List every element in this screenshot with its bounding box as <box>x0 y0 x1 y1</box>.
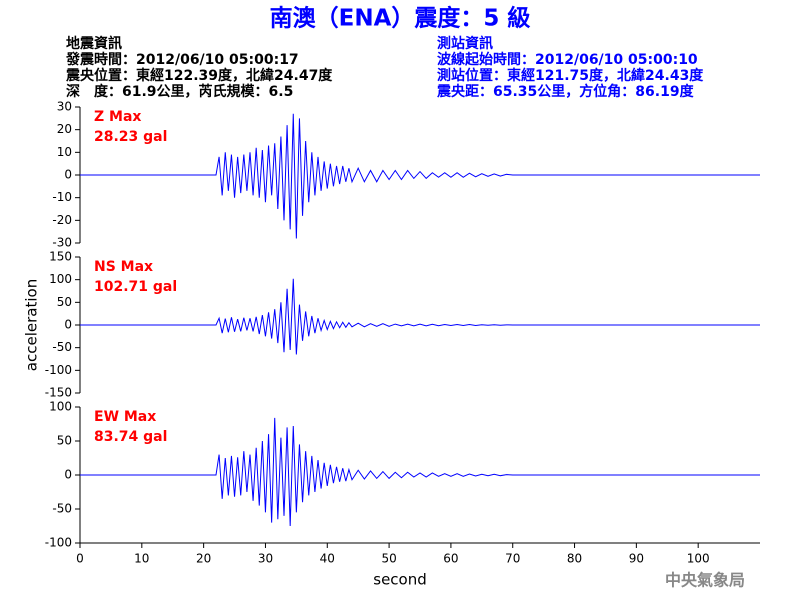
y-tick-label: 150 <box>49 250 72 264</box>
x-tick-label: 20 <box>196 552 211 566</box>
footer: 中央氣象局 <box>665 571 745 590</box>
x-tick-label: 30 <box>258 552 273 566</box>
y-tick-label: -50 <box>52 340 72 354</box>
y-tick-label: -100 <box>45 363 72 377</box>
y-tick-label: -30 <box>52 236 72 250</box>
annotation: 102.71 gal <box>94 279 177 295</box>
x-tick-label: 80 <box>567 552 582 566</box>
info-left: 深 度：61.9公里，芮氏規模：6.5 <box>66 83 293 100</box>
waveform <box>80 278 760 355</box>
y-tick-label: 100 <box>49 272 72 286</box>
x-tick-label: 40 <box>320 552 335 566</box>
annotation: 28.23 gal <box>94 129 167 145</box>
y-tick-label: -20 <box>52 213 72 227</box>
annotation: 83.74 gal <box>94 429 167 445</box>
info-left: 地震資訊 <box>66 35 122 52</box>
y-tick-label: -50 <box>52 502 72 516</box>
y-tick-label: 100 <box>49 400 72 414</box>
x-tick-label: 100 <box>687 552 710 566</box>
y-tick-label: -10 <box>52 190 72 204</box>
x-tick-label: 90 <box>629 552 644 566</box>
y-tick-label: 0 <box>64 168 72 182</box>
info-left: 震央位置：東經122.39度，北緯24.47度 <box>65 67 333 84</box>
y-tick-label: 50 <box>57 295 72 309</box>
y-tick-label: -150 <box>45 386 72 400</box>
y-axis-label: acceleration <box>23 279 41 371</box>
info-left: 發震時間：2012/06/10 05:00:17 <box>65 51 299 68</box>
info-right: 測站資訊 <box>437 35 493 52</box>
y-tick-label: 20 <box>57 122 72 136</box>
x-axis-label: second <box>373 571 427 589</box>
annotation: NS Max <box>94 259 153 275</box>
waveform <box>80 113 760 239</box>
x-tick-label: 0 <box>76 552 84 566</box>
x-tick-label: 10 <box>134 552 149 566</box>
y-tick-label: -100 <box>45 536 72 550</box>
waveform <box>80 417 760 527</box>
annotation: EW Max <box>94 409 156 425</box>
info-right: 測站位置：東經121.75度，北緯24.43度 <box>437 67 704 84</box>
x-tick-label: 50 <box>381 552 396 566</box>
y-tick-label: 10 <box>57 145 72 159</box>
y-tick-label: 0 <box>64 318 72 332</box>
annotation: Z Max <box>94 109 141 125</box>
x-tick-label: 60 <box>443 552 458 566</box>
y-tick-label: 0 <box>64 468 72 482</box>
y-tick-label: 50 <box>57 434 72 448</box>
title: 南澳（ENA）震度：5 級 <box>270 5 531 32</box>
y-tick-label: 30 <box>57 100 72 114</box>
info-right: 震央距：65.35公里，方位角：86.19度 <box>436 83 695 100</box>
x-tick-label: 70 <box>505 552 520 566</box>
info-right: 波線起始時間：2012/06/10 05:00:10 <box>437 51 698 68</box>
